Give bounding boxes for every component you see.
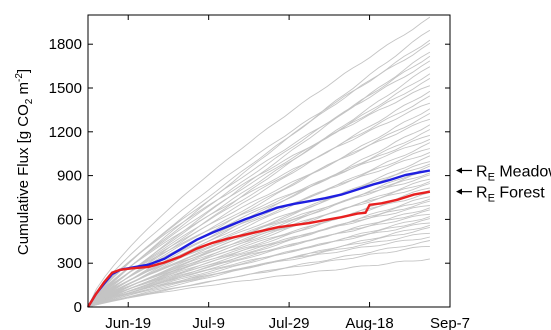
- ensemble-line: [87, 240, 430, 308]
- ensemble-line: [87, 73, 431, 308]
- ensemble-line: [87, 236, 431, 308]
- ensemble-line: [87, 118, 431, 308]
- x-tick-label: Jul-9: [192, 315, 225, 330]
- ensemble-line: [87, 138, 431, 308]
- y-tick-label: 0: [74, 299, 82, 316]
- ensemble-line: [87, 205, 430, 308]
- y-tick-label: 600: [57, 211, 82, 228]
- ensemble-line: [87, 207, 431, 308]
- y-tick-label: 900: [57, 168, 82, 185]
- highlight-lines: [86, 169, 431, 308]
- ensemble-line: [87, 226, 431, 308]
- ensemble-line: [87, 198, 431, 308]
- x-axis: Jun-19 Jul-9 Jul-29 Aug-18 Sep-7: [105, 15, 470, 330]
- ensemble-line: [87, 151, 431, 308]
- ensemble-line: [87, 16, 431, 308]
- axes-frame: [87, 14, 451, 308]
- label-arrow-head: [456, 167, 462, 174]
- y-tick-label: 1500: [49, 80, 82, 97]
- ensemble-line: [87, 183, 431, 308]
- ensemble-line: [87, 245, 430, 308]
- x-tick-label: Jul-29: [269, 315, 310, 330]
- x-tick-label: Aug-18: [345, 315, 393, 330]
- ensemble-line: [87, 142, 431, 308]
- ensemble-line: [87, 222, 430, 308]
- label-arrow-head: [456, 188, 462, 195]
- ensemble-line: [87, 129, 431, 308]
- ensemble-line: [87, 42, 431, 308]
- y-tick-label: 1800: [49, 36, 82, 53]
- ensemble-line: [87, 85, 431, 308]
- series-label-meadow: RE Meadow: [476, 163, 551, 183]
- ensemble-line: [87, 213, 430, 308]
- ensemble-line: [87, 108, 431, 308]
- x-tick-label: Jun-19: [105, 315, 151, 330]
- ensemble-line: [87, 102, 431, 308]
- ensemble-line: [87, 60, 431, 308]
- ensemble-line: [87, 174, 431, 308]
- y-axis: 0 300 600 900 1200 1500 1800: [49, 36, 450, 316]
- series-label-forest: RE Forest: [476, 185, 545, 205]
- ensemble-line: [87, 232, 430, 308]
- y-tick-label: 1200: [49, 124, 82, 141]
- ensemble-line: [87, 191, 431, 308]
- ensemble-line: [87, 95, 431, 308]
- ensemble-line: [87, 78, 431, 308]
- ensemble-line: [87, 209, 431, 308]
- series-line-forest: [86, 190, 431, 308]
- y-axis-label: Cumulative Flux [g CO2 m-2]: [14, 69, 35, 255]
- ensemble-line: [87, 258, 430, 308]
- ensemble-line: [87, 216, 431, 308]
- y-tick-label: 300: [57, 255, 82, 272]
- series-labels: RE MeadowRE Forest: [456, 163, 551, 205]
- x-tick-label: Sep-7: [430, 315, 470, 330]
- ensemble-lines: [87, 16, 431, 308]
